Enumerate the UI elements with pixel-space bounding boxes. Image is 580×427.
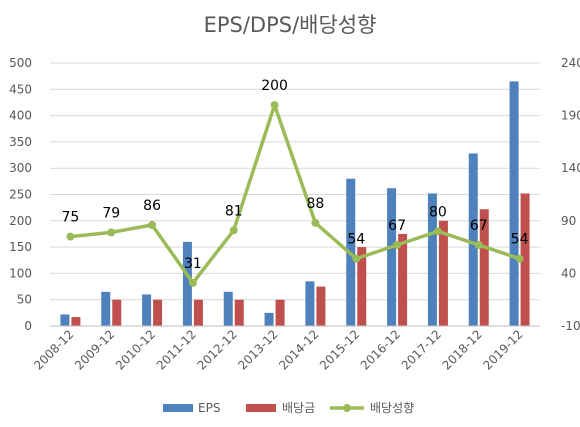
data-label-dividend-ratio: 200 (261, 78, 288, 94)
y-left-tick-label: 100 (9, 266, 32, 280)
y-left-tick-label: 0 (24, 319, 32, 333)
x-tick-label: 2014-12 (276, 327, 321, 372)
bar-eps (264, 312, 274, 326)
data-label-dividend-ratio: 67 (470, 218, 488, 234)
x-tick-label: 2019-12 (480, 327, 525, 372)
point-dividend-ratio (148, 221, 157, 230)
point-dividend-ratio (107, 228, 116, 237)
y-left-tick-label: 500 (9, 56, 32, 70)
x-tick-label: 2012-12 (195, 327, 240, 372)
y-right-tick-label: 190 (561, 109, 580, 123)
bar-dividend (398, 233, 408, 326)
line-dividend-ratio (70, 103, 521, 285)
bar-dividend (520, 193, 530, 326)
point-dividend-ratio (66, 232, 75, 241)
data-label-dividend-ratio: 80 (429, 204, 447, 220)
legend-dividend-ratio-label: 배당성향 (370, 401, 414, 415)
bar-eps (387, 188, 397, 326)
bar-dividend (438, 220, 448, 326)
data-label-dividend-ratio: 88 (307, 196, 325, 212)
bar-dividend (112, 299, 122, 326)
x-tick-label: 2015-12 (317, 327, 362, 372)
bar-eps (509, 81, 519, 326)
bar-eps (223, 291, 233, 326)
axis-layer: 0 50 100 150 200 250 300 350 400 450 500 -10 40 90 140… (9, 56, 580, 373)
data-label-dividend-ratio: 75 (62, 210, 80, 226)
y-left-tick-label: 350 (9, 135, 32, 149)
legend-dividend-label: 배당금 (282, 401, 315, 415)
x-tick-label: 2013-12 (235, 327, 280, 372)
data-label-dividend-ratio: 86 (143, 198, 161, 214)
point-dividend-ratio (270, 101, 279, 110)
grid-layer (50, 62, 540, 327)
x-tick-label: 2016-12 (358, 327, 403, 372)
bar-layer (60, 81, 530, 326)
x-tick-label: 2010-12 (113, 327, 158, 372)
data-label-dividend-ratio: 81 (225, 203, 243, 219)
data-label-dividend-ratio: 31 (184, 256, 202, 272)
y-left-tick-label: 300 (9, 161, 32, 175)
bar-eps (60, 314, 70, 326)
point-dividend-ratio (515, 254, 524, 263)
legend-dividend-swatch (246, 404, 276, 412)
bar-dividend (316, 286, 326, 326)
x-tick-label: 2011-12 (154, 327, 199, 372)
x-tick-label: 2017-12 (399, 327, 444, 372)
point-dividend-ratio (433, 227, 442, 236)
chart-title: EPS/DPS/배당성향 (204, 13, 377, 37)
legend: EPS 배당금 배당성향 (163, 401, 414, 415)
point-dividend-ratio (393, 240, 402, 249)
point-dividend-ratio (188, 278, 197, 287)
y-right-tick-label: 90 (561, 214, 576, 228)
bar-dividend (275, 299, 285, 326)
y-left-tick-label: 200 (9, 214, 32, 228)
y-right-tick-label: -10 (561, 319, 580, 333)
y-left-tick-label: 400 (9, 109, 32, 123)
data-label-dividend-ratio: 54 (347, 232, 365, 248)
legend-eps-label: EPS (198, 401, 220, 415)
point-dividend-ratio (474, 240, 483, 249)
y-right-tick-label: 140 (561, 161, 580, 175)
x-tick-label: 2018-12 (440, 327, 485, 372)
bar-eps (427, 193, 437, 326)
bar-eps (101, 291, 111, 326)
data-label-dividend-ratio: 54 (511, 232, 529, 248)
y-left-tick-label: 150 (9, 240, 32, 254)
x-tick-label: 2009-12 (72, 327, 117, 372)
y-right-tick-label: 240 (561, 56, 580, 70)
point-dividend-ratio (229, 226, 238, 235)
bar-eps (142, 294, 152, 326)
bar-dividend (193, 299, 203, 326)
bar-eps (468, 153, 478, 326)
bar-dividend (153, 299, 163, 326)
y-left-tick-label: 250 (9, 188, 32, 202)
point-dividend-ratio (311, 218, 320, 227)
y-left-tick-label: 450 (9, 82, 32, 96)
y-left-tick-label: 50 (17, 293, 32, 307)
legend-eps-swatch (163, 404, 193, 412)
bar-eps (305, 281, 315, 326)
point-dividend-ratio (352, 254, 361, 263)
data-label-dividend-ratio: 67 (388, 218, 406, 234)
data-label-layer: 75 79 86 31 81 200 88 54 67 80 67 54 (62, 78, 529, 272)
x-tick-label: 2008-12 (31, 327, 76, 372)
bar-dividend (357, 247, 367, 326)
bar-eps (182, 241, 192, 326)
line-layer (66, 101, 524, 287)
bar-dividend (71, 317, 81, 326)
legend-dividend-ratio-marker (343, 404, 351, 412)
bar-dividend (479, 209, 489, 326)
bar-dividend (234, 299, 244, 326)
y-right-tick-label: 40 (561, 266, 576, 280)
data-label-dividend-ratio: 79 (102, 205, 120, 221)
